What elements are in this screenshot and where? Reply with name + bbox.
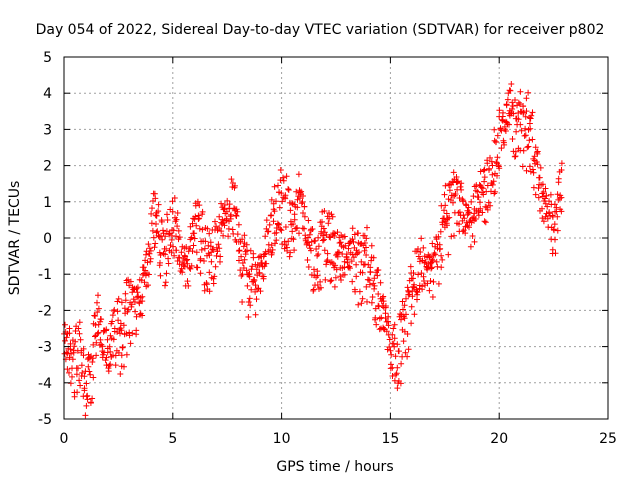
x-tick-label: 10	[273, 431, 291, 447]
y-tick-label: 0	[43, 231, 52, 247]
x-axis-label: GPS time / hours	[276, 459, 393, 475]
y-tick-label: -4	[38, 376, 52, 392]
axis-ticks	[63, 56, 609, 420]
y-tick-label: 3	[43, 122, 52, 138]
chart-title: Day 054 of 2022, Sidereal Day-to-day VTE…	[36, 22, 605, 38]
sdtvar-points	[61, 81, 565, 419]
y-tick-label: 4	[43, 86, 52, 102]
y-tick-label: -1	[38, 267, 52, 283]
y-tick-label: 5	[43, 50, 52, 66]
tick-labels: 0 5 10 15 20 25 -5 -4 -3 -2 -1 0 1 2 3 4 5	[38, 50, 617, 447]
x-tick-label: 5	[168, 431, 177, 447]
y-tick-label: -5	[38, 412, 52, 428]
y-tick-label: 2	[43, 159, 52, 175]
x-tick-label: 20	[490, 431, 508, 447]
data-points	[61, 81, 565, 419]
y-tick-label: -2	[38, 303, 52, 319]
grid-lines	[64, 57, 608, 419]
y-tick-label: -3	[38, 340, 52, 356]
x-tick-label: 15	[381, 431, 399, 447]
y-tick-label: 1	[43, 195, 52, 211]
y-axis-label: SDTVAR / TECUs	[7, 181, 23, 296]
x-tick-label: 25	[599, 431, 617, 447]
x-tick-label: 0	[60, 431, 69, 447]
